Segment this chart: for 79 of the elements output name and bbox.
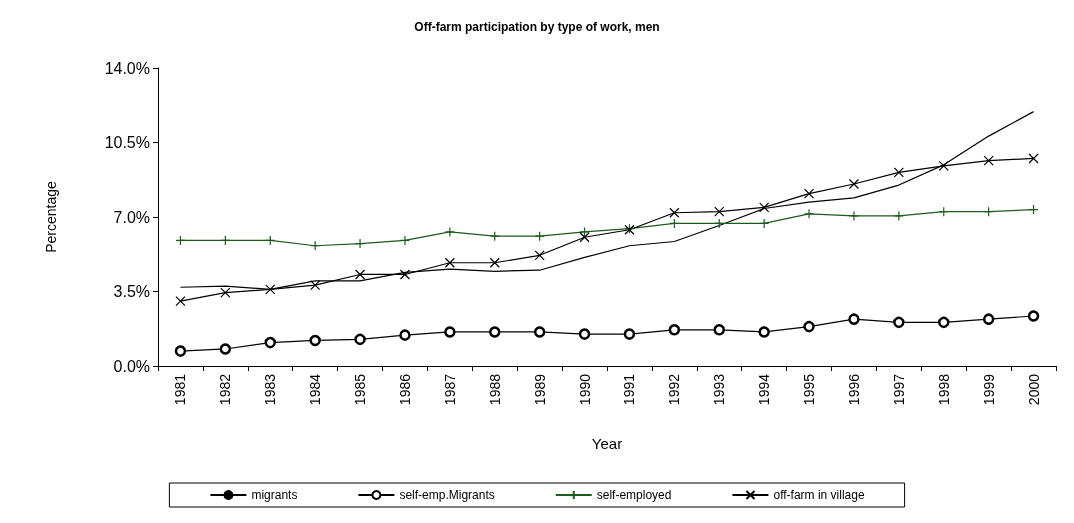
point [578, 328, 591, 340]
point [848, 210, 860, 222]
point [668, 324, 681, 336]
point [713, 324, 725, 336]
x-tick-label: 1983 [262, 373, 279, 406]
point [579, 232, 590, 243]
point [669, 207, 680, 218]
point [938, 316, 950, 329]
point [444, 326, 456, 338]
x-tick-label: 1991 [621, 373, 638, 406]
legend-label: off-farm in village [773, 488, 865, 502]
point [175, 295, 186, 307]
point [309, 334, 321, 347]
x-tick-label: 1997 [890, 373, 907, 406]
point [982, 313, 995, 325]
point [848, 178, 860, 190]
x-tick-label: 2000 [1025, 373, 1042, 406]
x-tick-label: 1987 [441, 373, 458, 406]
x-tick-label: 1992 [666, 373, 683, 406]
x-tick-label: 1999 [980, 373, 997, 406]
point [444, 226, 455, 237]
y-tick-label: 14.0% [104, 59, 150, 77]
point [399, 235, 411, 246]
point [758, 326, 770, 338]
x-tick-label: 1990 [576, 373, 593, 406]
legend-label: self-emp.Migrants [399, 488, 495, 502]
point [803, 320, 815, 333]
legend-label: self-employed [596, 488, 672, 502]
point [803, 208, 815, 219]
point [983, 155, 994, 166]
x-axis-title: Year [591, 435, 623, 452]
x-tick-label: 1986 [396, 373, 413, 406]
point [219, 343, 232, 355]
point [310, 280, 321, 291]
point [759, 202, 770, 213]
y-tick-label: 10.5% [104, 134, 150, 151]
point [938, 160, 949, 172]
x-tick-label: 1998 [935, 373, 952, 406]
point [848, 313, 860, 325]
point [220, 287, 231, 298]
x-tick-label: 1995 [801, 373, 818, 406]
point [310, 240, 321, 251]
point [399, 329, 411, 341]
point [489, 326, 501, 338]
point [893, 167, 904, 178]
x-tick-label: 1993 [711, 373, 728, 406]
point [1028, 153, 1039, 164]
point [533, 326, 546, 338]
point [354, 333, 366, 346]
y-axis-title: Percentage [43, 180, 59, 253]
y-tick-label: 3.5% [113, 283, 150, 300]
x-tick-label: 1981 [172, 373, 189, 406]
point [534, 250, 545, 261]
point [354, 269, 366, 280]
point [444, 257, 455, 268]
point [893, 210, 904, 222]
point [264, 336, 276, 349]
x-tick-label: 1982 [217, 373, 234, 406]
point [714, 206, 725, 217]
x-tick-label: 1984 [307, 373, 324, 406]
point [623, 328, 636, 340]
point [893, 316, 905, 329]
point [1027, 310, 1040, 322]
x-tick-label: 1996 [845, 373, 862, 406]
point [803, 188, 815, 199]
x-tick-label: 1985 [352, 373, 369, 406]
y-tick-label: 7.0% [113, 208, 150, 226]
point [399, 269, 411, 280]
x-tick-label: 1988 [486, 373, 503, 406]
point [579, 226, 590, 237]
point [174, 345, 187, 357]
y-tick-label: 0.0% [113, 357, 150, 375]
chart-title: Off-farm participation by type of work, men [414, 20, 660, 34]
x-tick-label: 1994 [756, 373, 773, 406]
point [489, 257, 500, 268]
legend-label: migrants [251, 488, 298, 502]
point [354, 238, 366, 249]
point [265, 284, 276, 295]
x-tick-label: 1989 [531, 373, 548, 406]
